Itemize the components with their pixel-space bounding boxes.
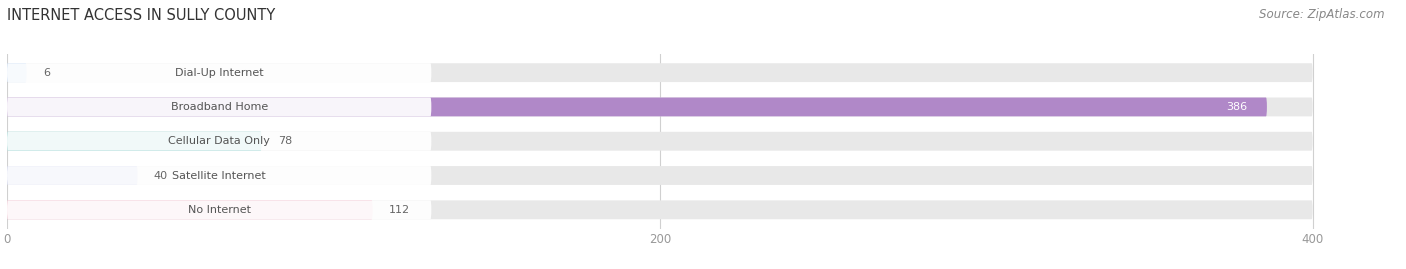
FancyBboxPatch shape xyxy=(7,63,432,82)
FancyBboxPatch shape xyxy=(7,132,262,151)
Text: INTERNET ACCESS IN SULLY COUNTY: INTERNET ACCESS IN SULLY COUNTY xyxy=(7,8,276,23)
FancyBboxPatch shape xyxy=(7,200,432,219)
FancyBboxPatch shape xyxy=(7,63,1313,82)
FancyBboxPatch shape xyxy=(7,166,1313,185)
Text: Source: ZipAtlas.com: Source: ZipAtlas.com xyxy=(1260,8,1385,21)
FancyBboxPatch shape xyxy=(7,166,432,185)
FancyBboxPatch shape xyxy=(7,166,138,185)
FancyBboxPatch shape xyxy=(7,97,1313,116)
Text: Broadband Home: Broadband Home xyxy=(170,102,267,112)
Text: 386: 386 xyxy=(1226,102,1247,112)
Text: No Internet: No Internet xyxy=(187,205,250,215)
FancyBboxPatch shape xyxy=(7,97,1267,116)
Text: 6: 6 xyxy=(44,68,51,78)
FancyBboxPatch shape xyxy=(7,63,27,82)
Text: Dial-Up Internet: Dial-Up Internet xyxy=(174,68,263,78)
FancyBboxPatch shape xyxy=(7,132,1313,151)
FancyBboxPatch shape xyxy=(7,132,432,151)
Text: 78: 78 xyxy=(278,136,292,146)
FancyBboxPatch shape xyxy=(7,97,432,116)
FancyBboxPatch shape xyxy=(7,200,1313,219)
FancyBboxPatch shape xyxy=(7,200,373,219)
Text: 40: 40 xyxy=(153,171,169,180)
Text: Cellular Data Only: Cellular Data Only xyxy=(169,136,270,146)
Text: Satellite Internet: Satellite Internet xyxy=(173,171,266,180)
Text: 112: 112 xyxy=(389,205,411,215)
